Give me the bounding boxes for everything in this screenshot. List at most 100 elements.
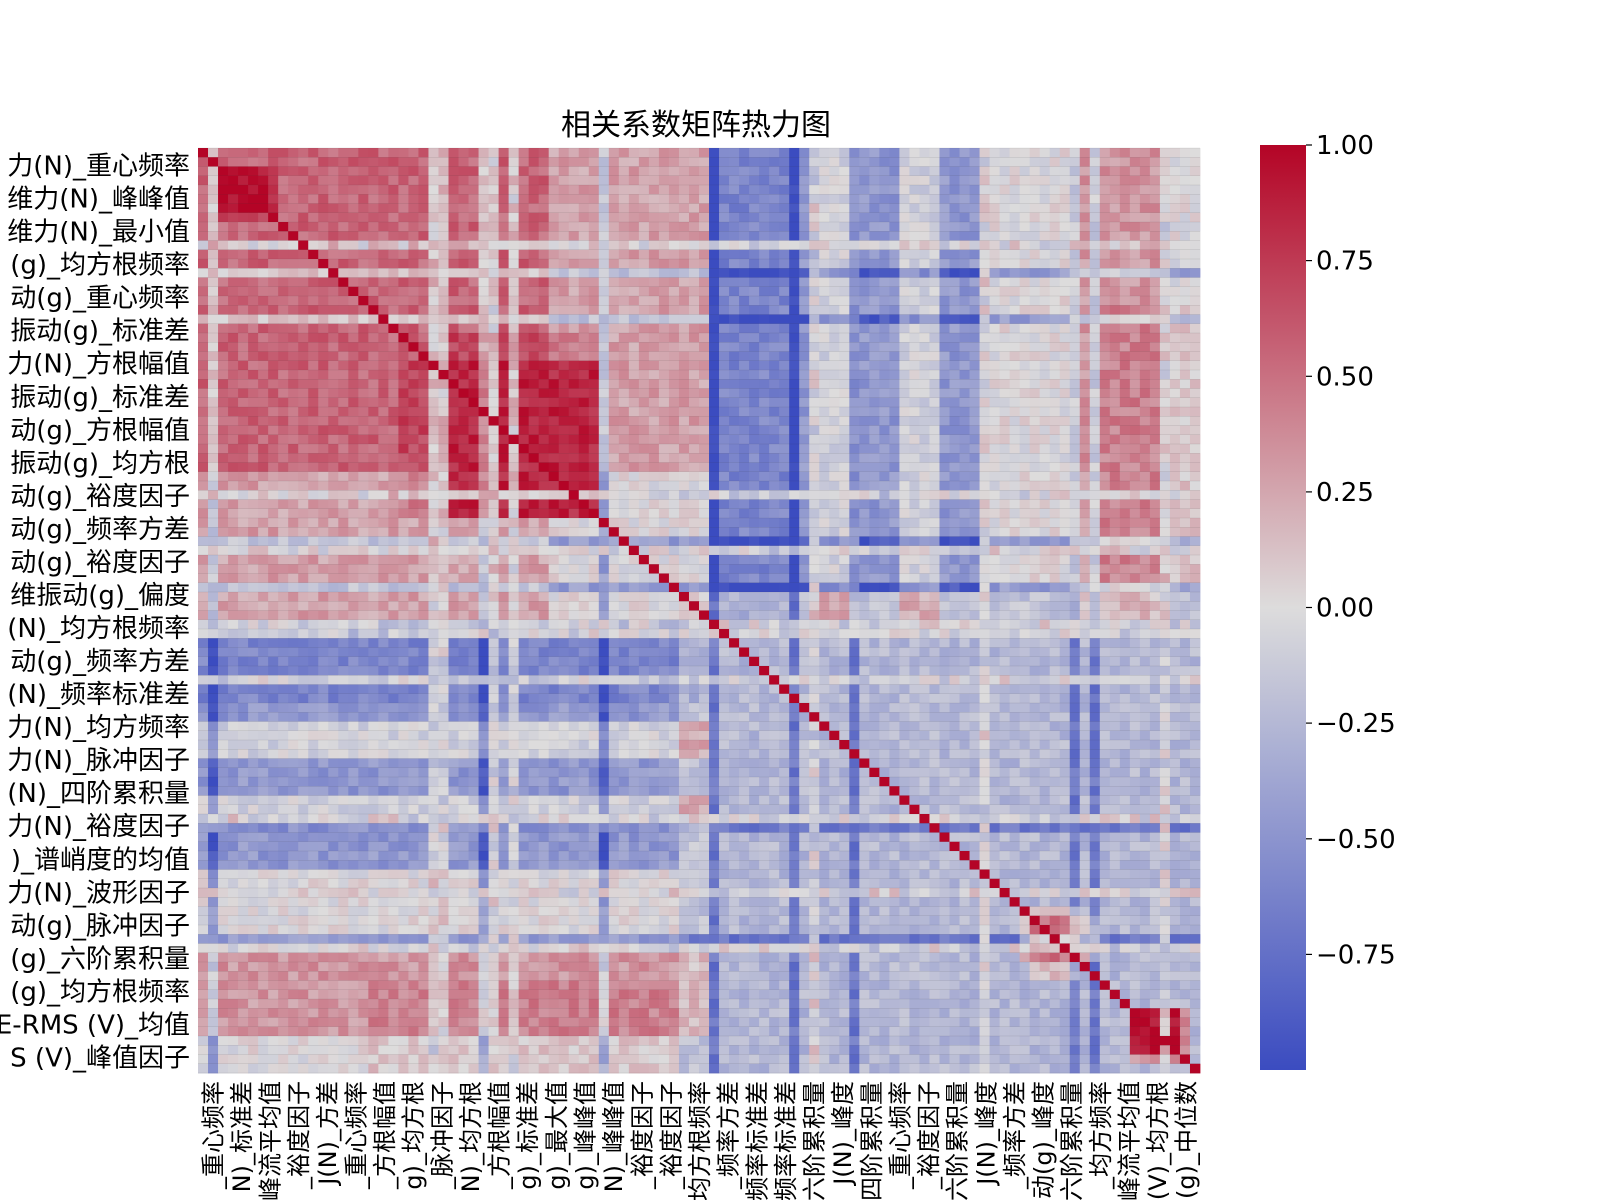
heatmap-cell (1059, 286, 1071, 297)
heatmap-cell (388, 314, 399, 325)
heatmap-cell (338, 370, 349, 380)
heatmap-cell (949, 444, 960, 454)
heatmap-cell (1089, 222, 1101, 232)
heatmap-cell (198, 231, 209, 241)
heatmap-cell (358, 536, 369, 547)
heatmap-cell (1049, 231, 1061, 241)
heatmap-cell (308, 545, 319, 556)
heatmap-cell (398, 425, 409, 436)
heatmap-cell (1119, 351, 1131, 362)
heatmap-cell (849, 175, 860, 186)
heatmap-cell (648, 296, 660, 306)
heatmap-cell (518, 379, 530, 389)
heatmap-cell (1119, 185, 1131, 195)
heatmap-cell (458, 462, 469, 473)
heatmap-cell (1159, 388, 1171, 399)
heatmap-cell (879, 582, 890, 593)
heatmap-cell (739, 527, 750, 537)
heatmap-cell (418, 416, 429, 426)
heatmap-cell (909, 268, 920, 278)
heatmap-cell (678, 286, 690, 297)
heatmap-cell (1049, 397, 1061, 408)
heatmap-cell (318, 194, 329, 204)
heatmap-cell (789, 314, 800, 325)
heatmap-cell (268, 166, 279, 177)
heatmap-cell (949, 453, 960, 463)
heatmap-cell (468, 277, 479, 288)
heatmap-cell (408, 277, 419, 288)
heatmap-cell (638, 370, 650, 380)
heatmap-cell (949, 471, 960, 482)
heatmap-cell (1099, 471, 1111, 482)
heatmap-cell (548, 499, 560, 510)
heatmap-cell (1169, 536, 1181, 547)
heatmap-cell (328, 370, 339, 380)
heatmap-cell (208, 185, 219, 195)
heatmap-cell (318, 259, 329, 269)
heatmap-cell (268, 314, 279, 325)
heatmap-cell (618, 481, 630, 491)
heatmap-cell (709, 379, 720, 389)
heatmap-cell (759, 379, 770, 389)
heatmap-cell (398, 407, 409, 417)
heatmap-cell (348, 333, 359, 343)
heatmap-cell (1089, 277, 1101, 288)
heatmap-cell (228, 592, 239, 602)
heatmap-cell (979, 314, 990, 325)
heatmap-cell (618, 194, 630, 204)
heatmap-cell (318, 379, 329, 389)
heatmap-cell (859, 453, 870, 463)
heatmap-cell (1129, 323, 1141, 334)
heatmap-cell (839, 277, 850, 288)
heatmap-cell (438, 268, 449, 278)
heatmap-cell (558, 536, 570, 547)
heatmap-cell (438, 175, 449, 186)
heatmap-cell (999, 370, 1011, 380)
heatmap-cell (498, 601, 510, 611)
heatmap-cell (729, 231, 740, 241)
heatmap-cell (288, 564, 299, 574)
heatmap-cell (588, 518, 600, 528)
heatmap-cell (699, 499, 710, 510)
heatmap-cell (1019, 481, 1031, 491)
heatmap-cell (468, 157, 479, 167)
heatmap-cell (398, 379, 409, 389)
heatmap-cell (648, 249, 660, 260)
heatmap-cell (819, 407, 830, 417)
heatmap-cell (879, 490, 890, 500)
heatmap-cell (1169, 351, 1181, 362)
heatmap-cell (1179, 157, 1191, 167)
heatmap-cell (468, 323, 479, 334)
heatmap-cell (658, 564, 670, 574)
heatmap-cell (358, 305, 369, 315)
heatmap-cell (1019, 555, 1031, 565)
heatmap-cell (618, 397, 630, 408)
heatmap-cell (248, 323, 259, 334)
heatmap-cell (598, 462, 610, 473)
heatmap-cell (408, 370, 419, 380)
heatmap-cell (628, 314, 640, 325)
heatmap-cell (438, 462, 449, 473)
heatmap-cell (729, 268, 740, 278)
heatmap-cell (548, 564, 560, 574)
heatmap-cell (1099, 388, 1111, 399)
heatmap-cell (248, 527, 259, 537)
heatmap-cell (598, 453, 610, 463)
heatmap-cell (308, 536, 319, 547)
heatmap-cell (1009, 240, 1021, 251)
heatmap-cell (709, 360, 720, 371)
heatmap-cell (889, 508, 900, 519)
heatmap-cell (658, 601, 670, 611)
heatmap-cell (578, 545, 590, 556)
heatmap-cell (558, 370, 570, 380)
heatmap-cell (759, 499, 770, 510)
heatmap-cell (1019, 157, 1031, 167)
heatmap-cell (1029, 157, 1041, 167)
heatmap-cell (318, 388, 329, 399)
heatmap-cell (1129, 342, 1141, 352)
heatmap-cell (278, 166, 289, 177)
heatmap-cell (428, 231, 439, 241)
heatmap-cell (648, 277, 660, 288)
heatmap-cell (789, 536, 800, 547)
heatmap-cell (1059, 148, 1071, 158)
